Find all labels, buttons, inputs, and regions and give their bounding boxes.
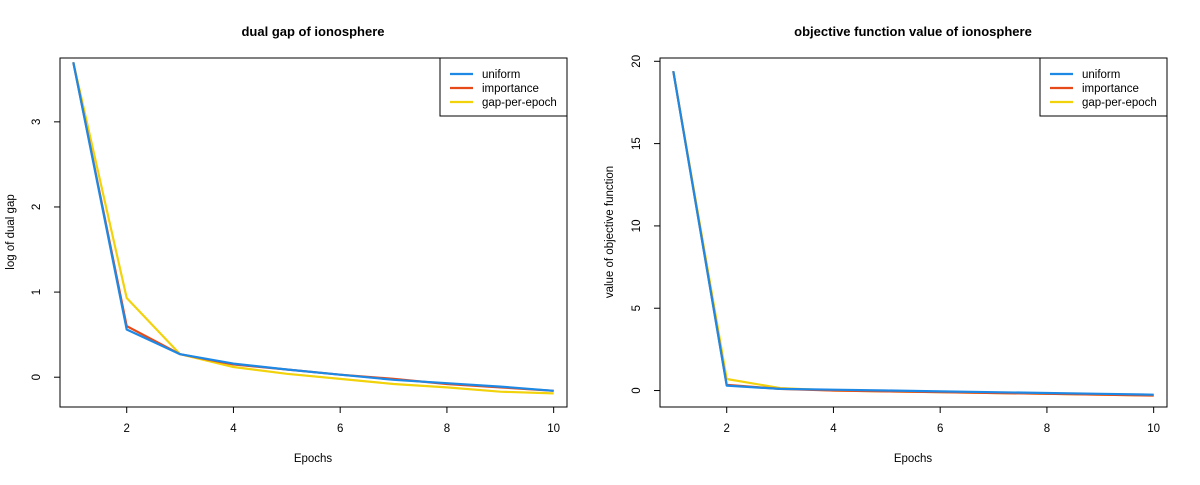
x-tick-label: 8 [444, 423, 450, 435]
y-axis: 0 1 2 3 [31, 119, 60, 380]
series-lines [672, 71, 1154, 397]
legend-label: importance [482, 83, 539, 95]
y-axis-label: log of dual gap [5, 194, 17, 269]
legend-label: gap-per-epoch [1082, 97, 1157, 109]
x-tick-label: 4 [230, 423, 237, 435]
y-axis-label: value of objective function [604, 166, 616, 298]
legend-label: gap-per-epoch [482, 97, 557, 109]
series-line-gap-per-epoch [672, 71, 1154, 397]
series-line-uniform [672, 71, 1154, 396]
legend-label: importance [1082, 83, 1139, 95]
x-axis-label: Epochs [294, 453, 333, 465]
chart-title: objective function value of ionosphere [794, 24, 1032, 39]
x-tick-label: 4 [830, 423, 837, 435]
x-tick-label: 10 [1147, 423, 1160, 435]
y-tick-label: 3 [31, 119, 43, 125]
plot-box [59, 57, 568, 408]
x-tick-label: 2 [724, 423, 730, 435]
x-tick-label: 6 [937, 423, 943, 435]
x-tick-label: 6 [337, 423, 343, 435]
y-tick-label: 2 [31, 204, 43, 210]
x-tick-label: 10 [547, 423, 560, 435]
y-axis: 0 5 10 15 20 [631, 55, 660, 394]
series-line-gap-per-epoch [72, 62, 554, 395]
y-tick-label: 15 [631, 137, 643, 150]
y-tick-label: 10 [631, 220, 643, 233]
series-line-importance [672, 71, 1154, 397]
y-tick-label: 5 [631, 305, 643, 311]
y-tick-label: 20 [631, 55, 643, 68]
legend: uniform importance gap-per-epoch [1039, 57, 1168, 117]
x-axis: 2 4 6 8 10 [124, 407, 560, 435]
x-axis-label: Epochs [894, 453, 933, 465]
panel-objective: objective function value of ionosphere E… [604, 24, 1168, 465]
x-tick-label: 2 [124, 423, 130, 435]
y-tick-label: 0 [31, 374, 43, 380]
chart-title: dual gap of ionosphere [241, 24, 384, 39]
series-line-uniform [72, 62, 554, 392]
y-tick-label: 1 [31, 289, 43, 295]
legend-label: uniform [1082, 69, 1120, 81]
plot-box [659, 57, 1168, 408]
x-tick-label: 8 [1044, 423, 1050, 435]
panel-dual-gap: dual gap of ionosphere Epochs log of dua… [5, 24, 568, 465]
y-tick-label: 0 [631, 387, 643, 393]
x-axis: 2 4 6 8 10 [724, 407, 1160, 435]
legend: uniform importance gap-per-epoch [439, 57, 568, 117]
series-lines [72, 62, 554, 395]
legend-label: uniform [482, 69, 520, 81]
